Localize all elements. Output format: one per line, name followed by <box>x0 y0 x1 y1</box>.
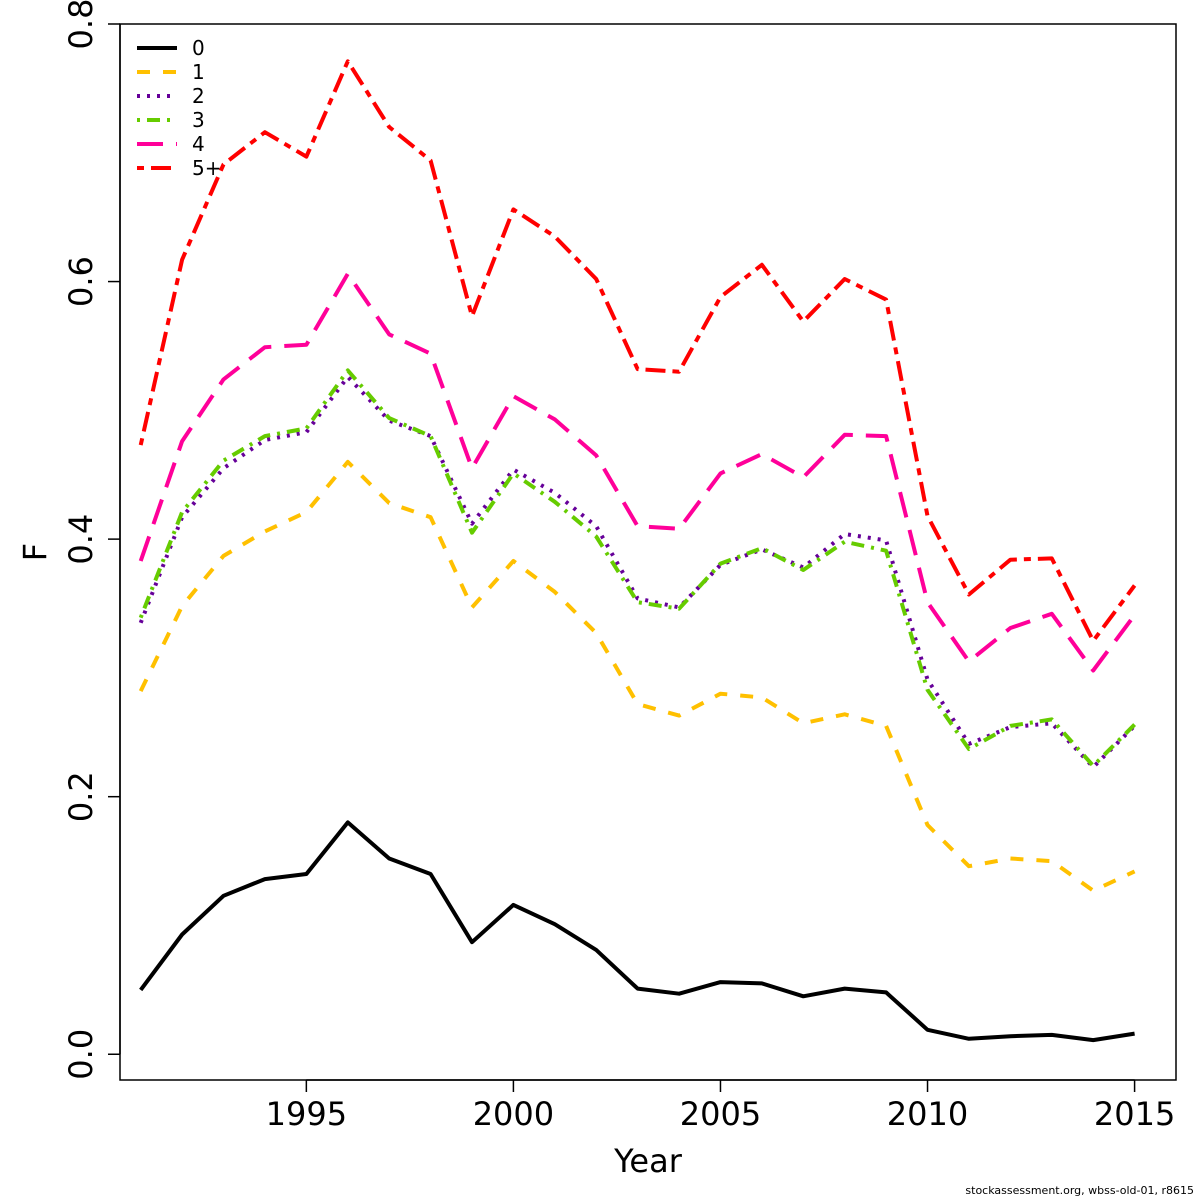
series-line-2 <box>138 374 1137 770</box>
x-tick-label: 2005 <box>680 1095 761 1133</box>
x-tick-label: 2010 <box>887 1095 968 1133</box>
series-line-1 <box>138 459 1136 893</box>
legend-label-5: 5+ <box>192 156 221 180</box>
y-axis: 0.0 0.2 0.4 0.6 0.8 <box>62 0 121 1080</box>
y-tick-label: 0.2 <box>62 771 100 822</box>
plot-area-box <box>119 23 1177 1081</box>
series-line-0 <box>139 820 1135 1043</box>
y-tick-label: 0.0 <box>62 1029 100 1080</box>
legend-label-1: 1 <box>192 60 205 84</box>
legend-label-2: 2 <box>192 84 205 108</box>
y-tick-label: 0.6 <box>62 256 100 307</box>
series-line-5 <box>138 59 1137 643</box>
legend-label-3: 3 <box>192 108 205 132</box>
footer-note: stockassessment.org, wbss-old-01, r8615 <box>965 1184 1194 1197</box>
x-tick-label: 2015 <box>1094 1095 1175 1133</box>
y-axis-title: F <box>16 543 54 561</box>
x-axis-title: Year <box>613 1142 683 1180</box>
y-tick-label: 0.4 <box>62 514 100 565</box>
legend-label-4: 4 <box>192 132 205 156</box>
series-line-3 <box>138 368 1137 768</box>
legend-label-0: 0 <box>192 36 205 60</box>
x-tick-label: 2000 <box>473 1095 554 1133</box>
x-tick-label: 1995 <box>266 1095 347 1133</box>
series-line-4 <box>138 271 1137 673</box>
y-tick-label: 0.8 <box>62 0 100 49</box>
series-lines <box>138 59 1137 1043</box>
x-axis: 1995 2000 2005 2010 2015 <box>266 1079 1175 1133</box>
